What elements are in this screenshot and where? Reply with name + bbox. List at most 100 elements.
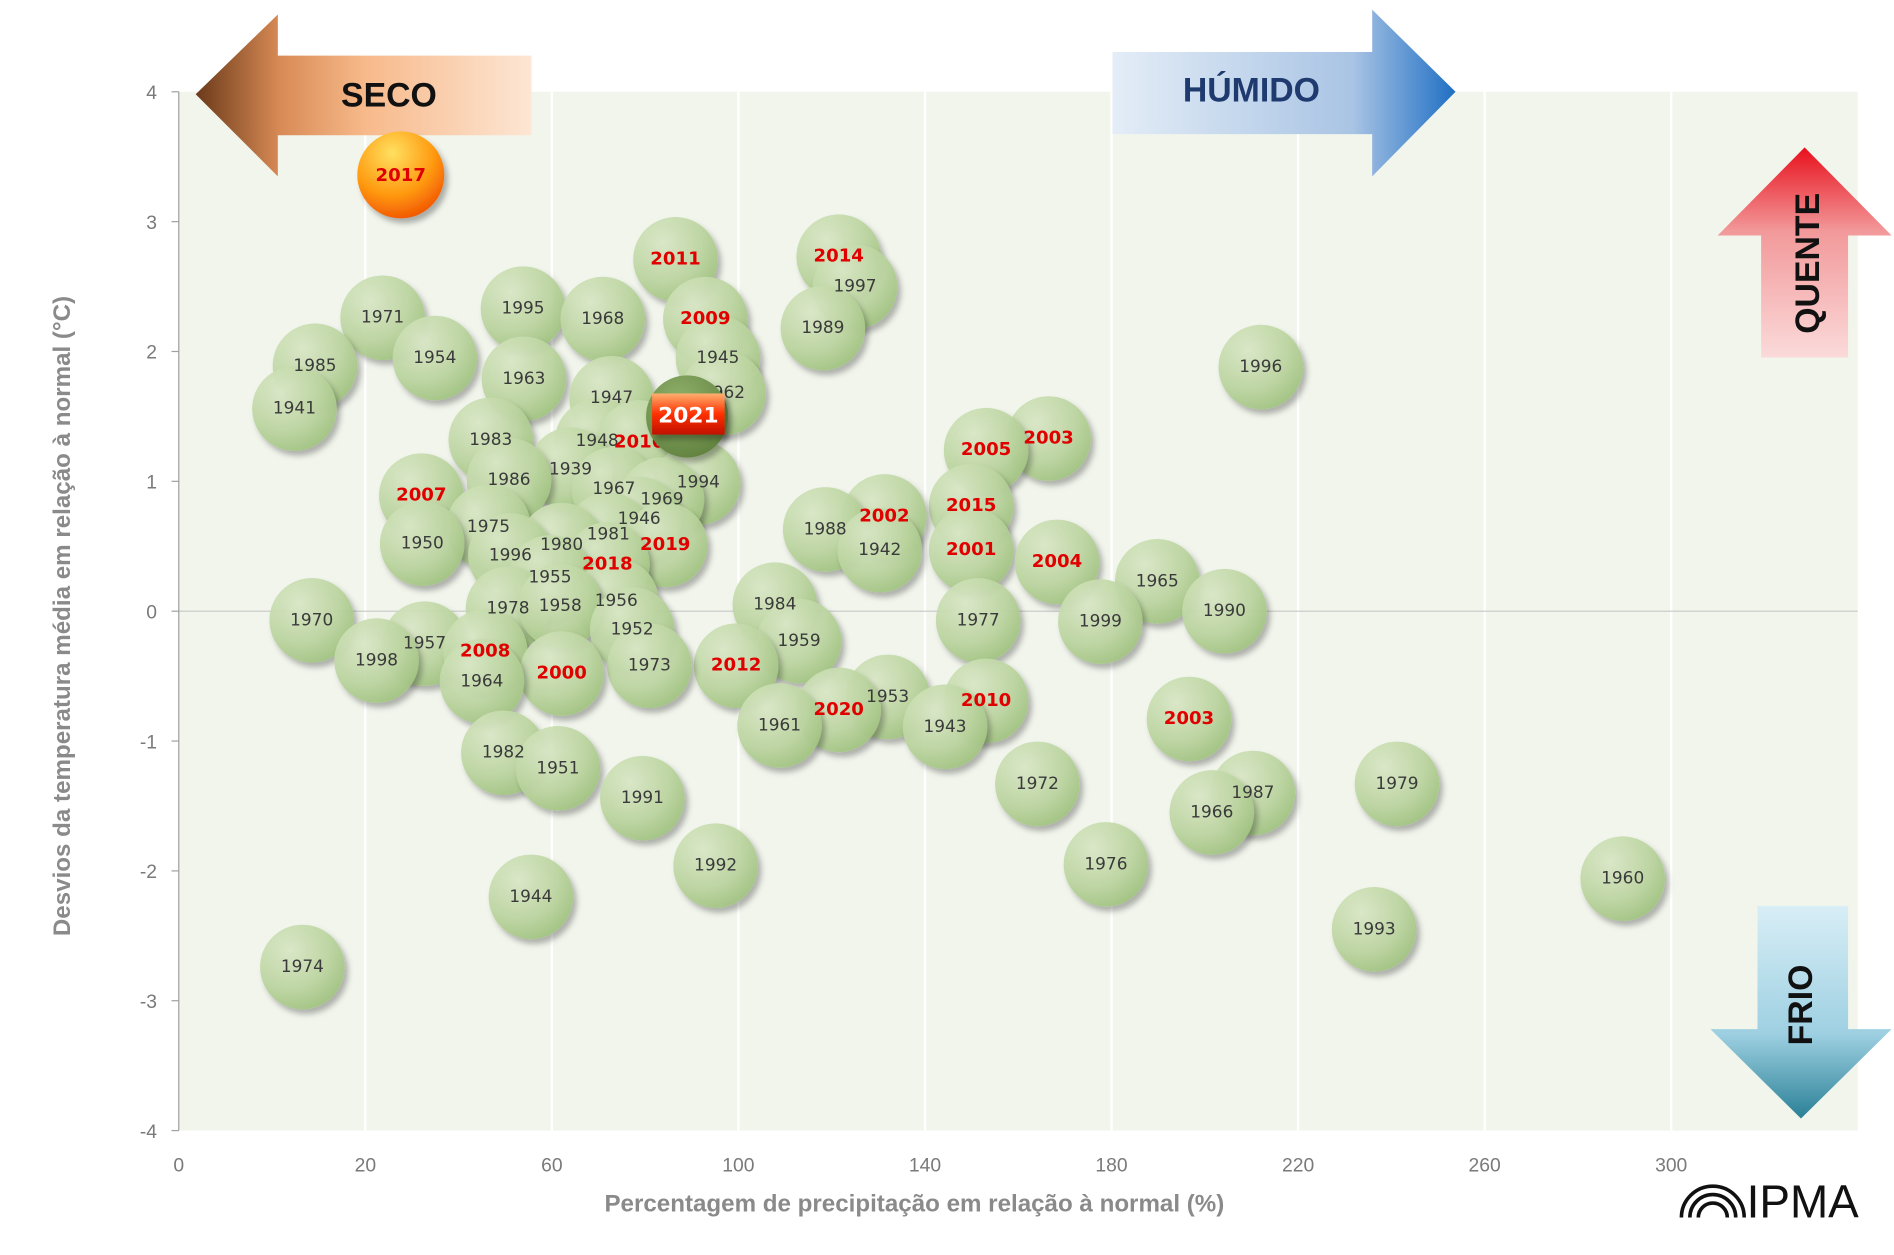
point-label: 2004 <box>1032 551 1082 572</box>
data-point-1960 <box>1580 836 1665 921</box>
data-point-1943 <box>902 684 988 770</box>
point-label: 2018 <box>582 553 632 574</box>
point-label: 1989 <box>801 317 844 337</box>
data-point-1970 <box>269 578 354 663</box>
point-marker <box>693 623 779 709</box>
point-marker <box>673 823 758 908</box>
point-label: 1985 <box>293 355 336 375</box>
point-label: 1948 <box>576 430 619 450</box>
point-marker <box>1146 676 1232 762</box>
x-tick-label: 140 <box>909 1156 941 1177</box>
highlight-box <box>652 393 725 435</box>
point-label: 2000 <box>536 663 586 684</box>
point-marker <box>1331 887 1417 972</box>
point-label: 2014 <box>814 246 864 267</box>
data-point-1995 <box>480 266 566 351</box>
point-label: 1984 <box>753 594 796 614</box>
point-label: 1943 <box>924 716 967 736</box>
point-marker <box>1063 822 1149 907</box>
point-label: 1954 <box>413 347 456 367</box>
y-tick-label: -2 <box>140 862 157 883</box>
point-label: 1964 <box>460 670 503 690</box>
point-label: 1968 <box>581 308 624 328</box>
y-tick-label: 0 <box>146 602 157 623</box>
wet-label: HÚMIDO <box>1183 71 1320 109</box>
x-tick-label: 260 <box>1469 1156 1501 1177</box>
hot-label: QUENTE <box>1789 193 1827 334</box>
point-label: 1995 <box>501 298 544 318</box>
point-label: 2008 <box>460 640 510 661</box>
data-point-1976 <box>1063 822 1149 907</box>
point-label: 1997 <box>834 276 877 296</box>
data-point-1990 <box>1182 568 1267 654</box>
point-label: 1999 <box>1079 611 1122 631</box>
point-label: 1998 <box>355 650 398 670</box>
point-label: 2002 <box>859 505 909 526</box>
point-marker <box>560 276 645 362</box>
point-label: 1953 <box>866 686 909 706</box>
point-marker <box>1218 324 1304 410</box>
cold-arrow: FRIO <box>1710 905 1892 1119</box>
ipma-logo: IPMA <box>1679 1176 1859 1228</box>
point-marker <box>439 639 525 724</box>
data-point-1966 <box>1169 770 1255 855</box>
point-marker <box>269 578 354 663</box>
point-marker <box>334 618 419 703</box>
data-point-1964 <box>439 639 525 724</box>
data-points: 2011 2014 1997 1971 1995 1968 2009 1989 1985 1954… <box>252 131 1665 1010</box>
ipma-arcs-icon <box>1679 1184 1747 1218</box>
point-marker <box>1182 568 1267 654</box>
point-label: 1952 <box>611 618 654 638</box>
point-label: 1974 <box>281 956 324 976</box>
point-label: 1980 <box>540 534 583 554</box>
point-label: 1988 <box>804 518 847 538</box>
point-label: 1979 <box>1375 773 1418 793</box>
data-point-1961 <box>737 683 822 768</box>
point-label: 2015 <box>946 495 996 516</box>
point-label: 1950 <box>401 533 444 553</box>
y-axis-title: Desvios da temperatura média em relação … <box>49 296 76 936</box>
data-point-1992 <box>673 823 758 908</box>
data-point-2003 <box>1146 676 1232 762</box>
point-marker <box>607 623 692 709</box>
point-label: 1961 <box>758 714 801 734</box>
data-point-1989 <box>780 285 866 371</box>
point-label: 1967 <box>592 478 635 498</box>
point-label: 1986 <box>487 469 530 489</box>
data-point-1942 <box>837 507 923 593</box>
data-point-2017: 2017 <box>357 131 445 219</box>
data-point-1991 <box>600 755 685 841</box>
data-point-2021: 2021 <box>646 375 729 458</box>
point-label: 1970 <box>290 609 333 629</box>
x-tick-label: 220 <box>1282 1156 1314 1177</box>
x-tick-label: 100 <box>722 1156 754 1177</box>
point-label: 1960 <box>1601 868 1644 888</box>
point-label: 1991 <box>621 787 664 807</box>
point-label: 1951 <box>536 757 579 777</box>
point-marker <box>737 683 822 768</box>
point-label: 1946 <box>618 508 661 528</box>
point-label: 1971 <box>361 307 404 327</box>
data-point-1954 <box>392 315 478 401</box>
point-marker <box>519 631 604 716</box>
point-marker <box>488 854 574 940</box>
point-marker <box>1014 519 1100 605</box>
point-label: 1966 <box>1190 801 1233 821</box>
wet-arrow: HÚMIDO <box>1112 9 1456 177</box>
point-label: 1990 <box>1203 600 1246 620</box>
point-label: 1956 <box>595 590 638 610</box>
point-marker <box>252 366 337 451</box>
point-label: 1963 <box>502 368 545 388</box>
point-marker <box>780 285 866 371</box>
point-label: 1942 <box>858 539 901 559</box>
point-label: 2020 <box>814 699 864 720</box>
point-label: 1972 <box>1016 773 1059 793</box>
y-tick-label: -4 <box>140 1122 157 1143</box>
point-marker <box>935 578 1021 663</box>
data-point-2000 <box>519 631 604 716</box>
data-point-1972 <box>995 741 1080 827</box>
data-point-2004 <box>1014 519 1100 605</box>
point-label: 1977 <box>957 609 1000 629</box>
point-label: 1975 <box>467 516 510 536</box>
point-label: 2009 <box>680 308 730 329</box>
